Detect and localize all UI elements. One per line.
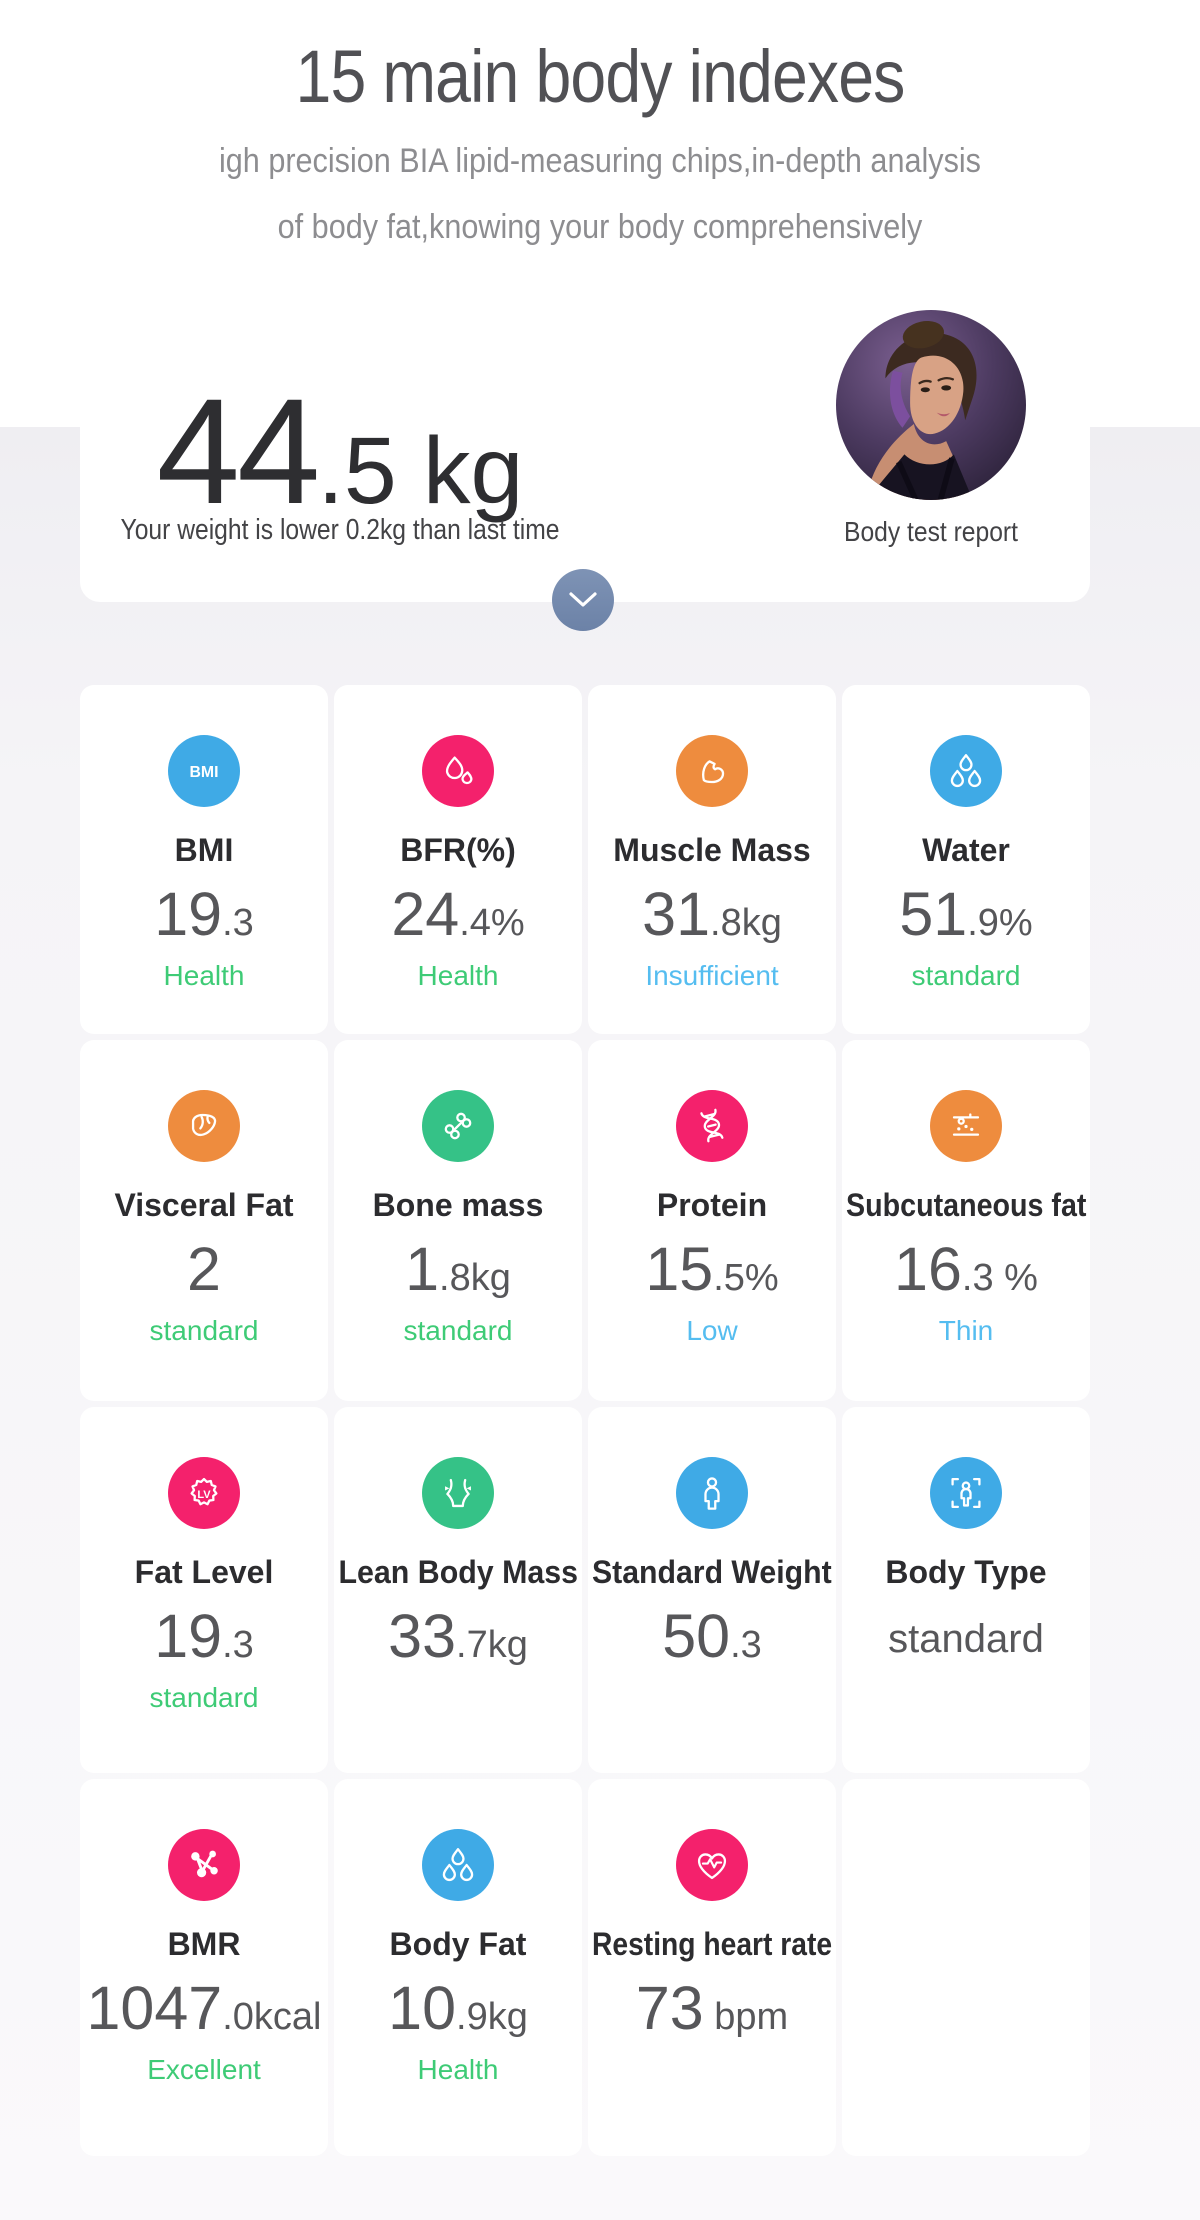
svg-text:LV: LV [197, 1489, 211, 1501]
muscle-arm-icon [676, 735, 748, 807]
metric-label: Bone mass [372, 1187, 544, 1223]
metric-card: Standard Weight 50.3 [588, 1407, 836, 1773]
liver-icon [168, 1090, 240, 1162]
page-subtitle-line1: igh precision BIA lipid-measuring chips,… [218, 142, 981, 180]
metric-label: BMR [167, 1926, 241, 1962]
metric-value: 19.3 [154, 880, 254, 948]
metric-value: 1.8kg [405, 1235, 511, 1303]
metric-label: BFR(%) [400, 832, 516, 868]
metric-card: Body Fat 10.9kg Health [334, 1779, 582, 2156]
lipid-drop-icon [422, 735, 494, 807]
page-title: 15 main body indexes [295, 35, 906, 118]
metric-status: standard [403, 1315, 513, 1346]
metric-value: 33.7kg [388, 1602, 528, 1670]
metric-value: 50.3 [662, 1602, 762, 1670]
metric-status: Health [417, 2054, 499, 2085]
weight-value-fraction-unit: .5 kg [317, 418, 524, 524]
metric-status: Health [417, 960, 499, 991]
metric-card: BFR(%) 24.4% Health [334, 685, 582, 1034]
metric-value: 16.3 % [894, 1235, 1038, 1303]
page-subtitle-line2: of body fat,knowing your body comprehens… [277, 208, 923, 246]
metric-value: 24.4% [391, 880, 525, 948]
metric-label: Water [922, 832, 1010, 868]
empty-cell [842, 1779, 1090, 2156]
metric-label: BMI [174, 832, 234, 868]
metric-label: Fat Level [134, 1554, 274, 1590]
metric-status: Thin [938, 1315, 994, 1346]
metric-status: standard [149, 1315, 259, 1346]
person-icon [676, 1457, 748, 1529]
metric-label: Visceral Fat [114, 1187, 294, 1223]
metric-value: 2 [187, 1235, 221, 1303]
metric-card: Lean Body Mass 33.7kg [334, 1407, 582, 1773]
heart-pulse-icon [676, 1829, 748, 1901]
body-frame-icon [930, 1457, 1002, 1529]
metric-status: standard [911, 960, 1021, 991]
metric-card: BMI BMI 19.3 Health [80, 685, 328, 1034]
weight-change-note: Your weight is lower 0.2kg than last tim… [120, 514, 560, 546]
weight-value-integer: 44 [156, 367, 321, 535]
molecule-icon [168, 1829, 240, 1901]
metric-card: Protein 15.5% Low [588, 1040, 836, 1401]
metric-card: BMR 1047.0kcal Excellent [80, 1779, 328, 2156]
metric-value: 31.8kg [642, 880, 782, 948]
metric-value: 10.9kg [388, 1974, 528, 2042]
metric-label: Standard Weight [592, 1554, 832, 1590]
metric-value: 51.9% [899, 880, 1033, 948]
metric-label: Resting heart rate [591, 1926, 833, 1962]
metric-card: LV Fat Level 19.3 standard [80, 1407, 328, 1773]
bone-icon [422, 1090, 494, 1162]
metric-value: 15.5% [645, 1235, 779, 1303]
metric-card: Resting heart rate 73 bpm [588, 1779, 836, 2156]
metric-value: 73 bpm [635, 1974, 789, 2042]
metric-value: 1047.0kcal [86, 1974, 322, 2042]
metric-value: 19.3 [154, 1602, 254, 1670]
metric-value: standard [888, 1617, 1044, 1661]
bmi-icon: BMI [168, 735, 240, 807]
photo-caption: Body test report [844, 516, 1018, 547]
metric-status: Health [163, 960, 245, 991]
portrait-photo [836, 310, 1026, 500]
water-drops-icon [930, 735, 1002, 807]
metric-status: standard [149, 1682, 259, 1713]
weight-value: 44.5 kg [40, 376, 640, 526]
metric-label: Protein [656, 1187, 768, 1223]
metric-status: Low [686, 1315, 738, 1346]
metric-label: Muscle Mass [613, 832, 811, 868]
chevron-down-icon [569, 591, 597, 607]
metric-label: Body Type [885, 1554, 1047, 1590]
metric-card: Subcutaneous fat 16.3 % Thin [842, 1040, 1090, 1401]
fat-level-badge-icon: LV [168, 1457, 240, 1529]
metric-card: Bone mass 1.8kg standard [334, 1040, 582, 1401]
metric-card: Visceral Fat 2 standard [80, 1040, 328, 1401]
expand-report-button[interactable] [552, 569, 614, 631]
lean-body-icon [422, 1457, 494, 1529]
metric-card: Water 51.9% standard [842, 685, 1090, 1034]
metric-status: Insufficient [645, 960, 779, 991]
body-fat-drops-icon [422, 1829, 494, 1901]
metric-label: Lean Body Mass [338, 1554, 578, 1590]
metric-card: Muscle Mass 31.8kg Insufficient [588, 685, 836, 1034]
metric-label: Subcutaneous fat [845, 1187, 1087, 1223]
metric-card: Body Type standard [842, 1407, 1090, 1773]
dna-icon [676, 1090, 748, 1162]
metric-label: Body Fat [389, 1926, 527, 1962]
fat-layers-icon [930, 1090, 1002, 1162]
svg-text:BMI: BMI [190, 764, 219, 781]
metrics-grid: BMI BMI 19.3 Health BFR(%) 24.4% Health Muscle … [80, 685, 1090, 2156]
metric-status: Excellent [147, 2054, 261, 2085]
